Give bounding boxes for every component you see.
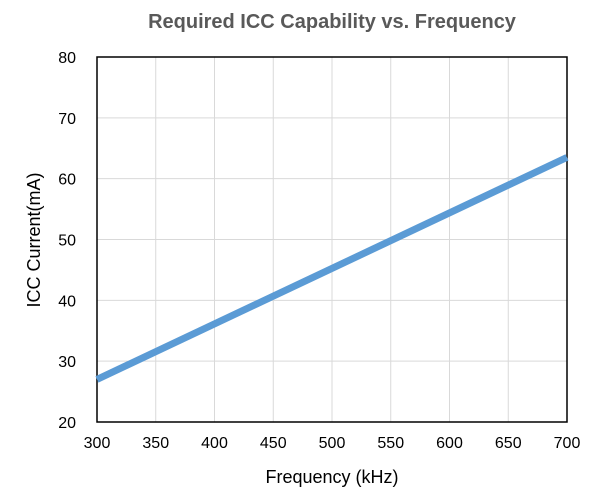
- y-axis-tick-labels: 20 30 40 50 60 70 80: [58, 50, 76, 432]
- x-axis-tick-labels: 300 350 400 450 500 550 600 650 700: [84, 435, 581, 452]
- y-tick-label: 30: [58, 354, 76, 371]
- x-tick-label: 500: [319, 435, 346, 452]
- x-tick-label: 300: [84, 435, 111, 452]
- x-tick-label: 650: [495, 435, 522, 452]
- x-tick-label: 550: [377, 435, 404, 452]
- series-layer: [95, 154, 569, 383]
- x-tick-label: 350: [142, 435, 169, 452]
- x-tick-label: 400: [201, 435, 228, 452]
- y-tick-label: 50: [58, 233, 76, 250]
- y-tick-label: 60: [58, 172, 76, 189]
- series-line: [95, 154, 569, 383]
- y-tick-label: 80: [58, 50, 76, 67]
- x-tick-label: 600: [436, 435, 463, 452]
- chart-title: Required ICC Capability vs. Frequency: [148, 11, 517, 33]
- y-tick-label: 20: [58, 415, 76, 432]
- x-tick-label: 700: [554, 435, 581, 452]
- y-tick-label: 70: [58, 111, 76, 128]
- y-tick-label: 40: [58, 293, 76, 310]
- y-axis-label: ICC Current(mA): [24, 172, 44, 307]
- x-axis-label: Frequency (kHz): [265, 467, 398, 487]
- plot-area-border: [96, 56, 568, 423]
- x-tick-label: 450: [260, 435, 287, 452]
